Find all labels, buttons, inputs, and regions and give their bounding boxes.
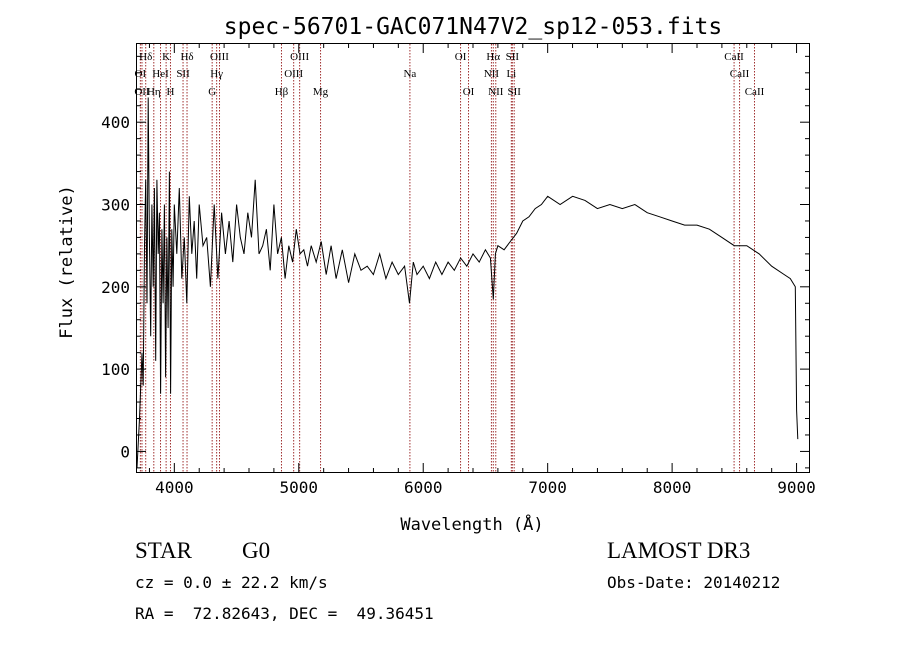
y-tick-label-3: 300: [101, 196, 130, 215]
line-label-1: K: [162, 51, 170, 63]
y-axis-label: Flux (relative): [57, 185, 77, 339]
spectral-line-labels: Hδ K Hδ OIII OIII OI Hα SII CaII OI HeI SII Hγ OIII Na…: [134, 51, 764, 98]
line-label-17: CaII: [730, 68, 750, 80]
x-axis-ticks: 4000 5000 6000 7000 8000 9000: [148, 44, 816, 497]
obs-date-text: Obs-Date: 20140212: [607, 573, 781, 592]
x-tick-label-4: 8000: [653, 478, 692, 497]
line-label-22: Hβ: [275, 86, 289, 98]
coordinates-text: RA = 72.82643, DEC = 49.36451: [135, 604, 434, 623]
plot-frame: [136, 43, 810, 473]
y-tick-label-0: 0: [120, 442, 130, 461]
line-label-13: OIII: [284, 68, 303, 80]
line-label-3: OIII: [210, 51, 229, 63]
line-label-15: NII: [484, 68, 500, 80]
line-label-10: HeI: [152, 68, 169, 80]
line-label-27: CaII: [745, 86, 765, 98]
y-tick-label-1: 100: [101, 360, 130, 379]
line-label-20: H: [166, 86, 174, 98]
redshift-text: cz = 0.0 ± 22.2 km/s: [135, 573, 328, 592]
y-tick-label-2: 200: [101, 278, 130, 297]
line-label-25: NII: [488, 86, 504, 98]
line-label-7: SII: [506, 51, 520, 63]
x-tick-label-1: 5000: [280, 478, 319, 497]
chart-title: spec-56701-GAC071N47V2_sp12-053.fits: [224, 14, 723, 40]
flux-series-line: [136, 97, 799, 468]
line-label-9: OI: [135, 68, 147, 80]
line-label-11: SII: [176, 68, 190, 80]
line-label-5: OI: [455, 51, 467, 63]
line-label-12: Hγ: [210, 68, 223, 80]
x-tick-label-5: 9000: [777, 478, 816, 497]
line-label-4: OIII: [290, 51, 309, 63]
x-tick-label-0: 4000: [155, 478, 194, 497]
line-label-24: OI: [463, 86, 475, 98]
line-label-8: CaII: [724, 51, 744, 63]
line-label-23: Mg: [313, 86, 329, 98]
line-label-0: Hδ: [139, 51, 152, 63]
x-tick-label-2: 6000: [404, 478, 443, 497]
y-axis-ticks: 0 100 200 300 400: [101, 55, 809, 469]
line-label-14: Na: [403, 68, 416, 80]
line-label-6: Hα: [486, 51, 500, 63]
line-label-21: G: [208, 86, 216, 98]
line-label-19: Hη: [147, 86, 161, 98]
survey-name: LAMOST DR3: [607, 538, 751, 563]
object-class: STAR: [135, 538, 192, 563]
x-axis-label: Wavelength (Å): [400, 513, 543, 535]
x-tick-label-3: 7000: [528, 478, 567, 497]
y-tick-label-4: 400: [101, 113, 130, 132]
line-label-26: SII: [507, 86, 521, 98]
line-label-16: Li: [506, 68, 516, 80]
object-subclass: G0: [242, 538, 271, 563]
line-label-2: Hδ: [180, 51, 193, 63]
